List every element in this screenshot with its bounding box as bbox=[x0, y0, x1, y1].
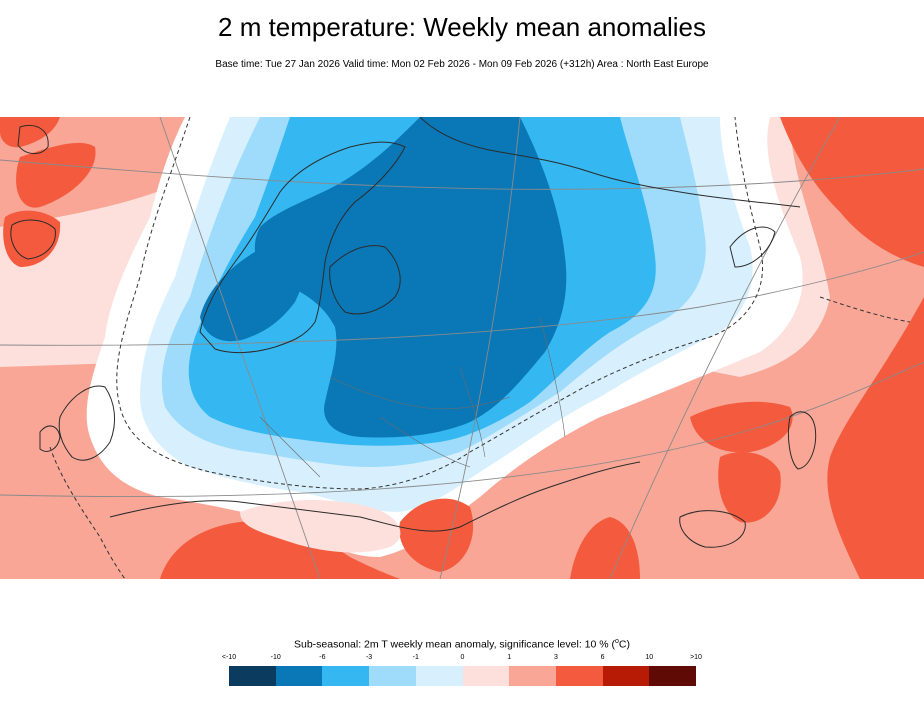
coastlines bbox=[10, 117, 817, 548]
colorbar-swatch bbox=[509, 666, 556, 686]
anomaly-zone-warm-strong-north bbox=[0, 117, 60, 148]
colorbar-swatch bbox=[322, 666, 370, 686]
colorbar-tick-label: 0 bbox=[460, 654, 465, 661]
colorbar-swatch bbox=[649, 666, 697, 686]
anomaly-zone-warm-strong-northwest bbox=[16, 142, 96, 208]
anomaly-zone-warm-strong-south2 bbox=[570, 517, 640, 579]
colorbar-tick-label: 1 bbox=[507, 654, 512, 661]
anomaly-map bbox=[0, 117, 924, 579]
colorbar-swatch bbox=[462, 666, 510, 686]
colorbar-tick-label: 3 bbox=[553, 654, 558, 661]
legend-title-unit: C) bbox=[618, 638, 630, 651]
colorbar-swatch bbox=[275, 666, 323, 686]
anomaly-zone-warm-strong-northeast bbox=[780, 117, 924, 267]
legend-title: Sub-seasonal: 2m T weekly mean anomaly, … bbox=[0, 638, 924, 651]
colorbar-swatch bbox=[602, 666, 650, 686]
colorbar-swatch bbox=[555, 666, 603, 686]
anomaly-zone-warm-light-south bbox=[240, 500, 401, 553]
anomaly-zone-warm-strong-east bbox=[827, 297, 924, 579]
chart-title: 2 m temperature: Weekly mean anomalies bbox=[218, 12, 706, 42]
colorbar-swatch bbox=[369, 666, 416, 686]
colorbar-tick-label: <-10 bbox=[221, 654, 237, 661]
legend-title-degree: o bbox=[615, 638, 619, 645]
colorbar-swatch bbox=[229, 666, 276, 686]
anomaly-zone-warm-strong-caspian bbox=[718, 452, 781, 523]
colorbar-tick-label: 6 bbox=[600, 654, 605, 661]
colorbar-tick-label: 10 bbox=[645, 654, 654, 661]
colorbar-tick-label: -1 bbox=[412, 654, 419, 661]
colorbar-tick-labels: <-10 -10 -6 -3 -1 0 1 3 6 10 >10 bbox=[0, 654, 924, 666]
anomaly-zone-warm-strong-south bbox=[160, 521, 400, 579]
country-borders bbox=[259, 316, 566, 478]
chart-subtitle: Base time: Tue 27 Jan 2026 Valid time: M… bbox=[215, 59, 709, 70]
significance-contours bbox=[49, 117, 911, 579]
colorbar bbox=[229, 666, 697, 686]
colorbar-tick-label: -3 bbox=[365, 654, 373, 661]
colorbar-tick-label: -6 bbox=[319, 654, 326, 661]
anomaly-zone-cold-strong bbox=[254, 117, 567, 438]
graticule bbox=[0, 117, 924, 579]
colorbar-swatch bbox=[415, 666, 463, 686]
colorbar-tick-label: -10 bbox=[270, 654, 281, 661]
legend-title-main: Sub-seasonal: 2m T weekly mean anomaly, … bbox=[294, 638, 615, 651]
anomaly-zone-cold-strong-scandinavia bbox=[200, 240, 306, 342]
anomaly-zone-warm-strong-iceland bbox=[3, 210, 61, 267]
colorbar-tick-label: >10 bbox=[690, 654, 702, 661]
